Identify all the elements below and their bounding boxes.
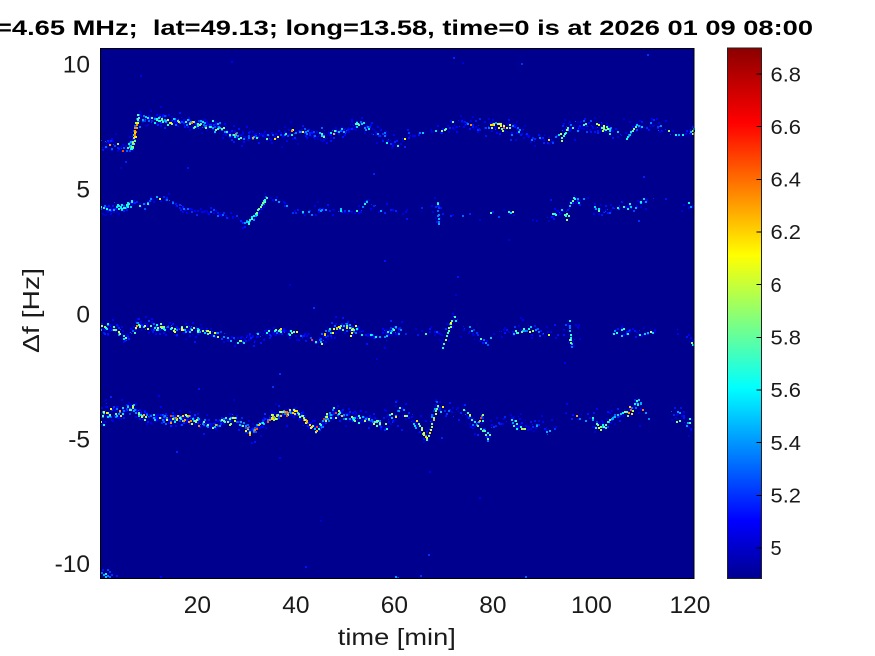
svg-text:-5: -5: [68, 426, 90, 453]
svg-text:=4.65 MHz; lat=49.13; long=13: =4.65 MHz; lat=49.13; long=13.58, time=0…: [0, 16, 813, 40]
svg-text:0: 0: [76, 301, 90, 328]
svg-text:120: 120: [669, 592, 710, 619]
svg-text:5.2: 5.2: [771, 486, 802, 508]
svg-text:6: 6: [771, 275, 782, 297]
svg-text:10: 10: [63, 52, 90, 79]
svg-text:5: 5: [76, 176, 90, 203]
svg-text:6.2: 6.2: [771, 222, 802, 244]
svg-text:60: 60: [381, 592, 408, 619]
svg-text:100: 100: [571, 592, 612, 619]
svg-text:20: 20: [184, 592, 211, 619]
svg-text:5: 5: [771, 538, 782, 560]
svg-text:5.8: 5.8: [771, 328, 802, 350]
svg-text:Δf [Hz]: Δf [Hz]: [18, 268, 44, 353]
svg-text:80: 80: [479, 592, 506, 619]
svg-text:5.4: 5.4: [771, 433, 802, 455]
svg-text:6.8: 6.8: [771, 64, 802, 86]
svg-text:-10: -10: [55, 551, 90, 578]
svg-text:5.6: 5.6: [771, 380, 802, 402]
svg-text:6.4: 6.4: [771, 170, 802, 192]
svg-text:time [min]: time [min]: [338, 624, 456, 650]
svg-text:6.6: 6.6: [771, 117, 802, 139]
svg-text:40: 40: [282, 592, 309, 619]
